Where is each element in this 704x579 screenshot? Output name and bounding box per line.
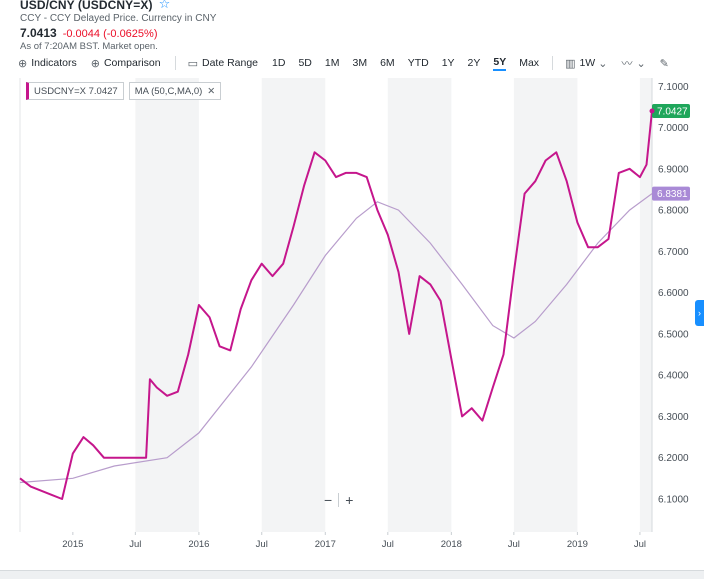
y-tick-label: 6.4000	[658, 371, 689, 382]
y-tick-label: 6.1000	[658, 494, 689, 505]
range-5y[interactable]: 5Y	[493, 56, 507, 71]
range-ytd[interactable]: YTD	[407, 57, 429, 69]
y-tick-label: 6.3000	[658, 412, 689, 423]
y-tick-label: 6.2000	[658, 453, 689, 464]
x-tick-label: 2017	[315, 539, 336, 550]
chart-band	[639, 78, 652, 532]
watchlist-star-icon[interactable]: ☆	[158, 0, 171, 11]
interval-dropdown[interactable]: ▥ 1W ⌄	[565, 57, 607, 70]
quote-header: USD/CNY (USDCNY=X) ☆ CCY - CCY Delayed P…	[20, 0, 690, 53]
y-tick-label: 6.8000	[658, 206, 689, 217]
ma-series-line	[19, 193, 653, 484]
price-change: -0.0044 (-0.0625%)	[62, 28, 158, 40]
y-tick-label: 6.5000	[658, 329, 689, 340]
chart-toolbar: ⊕ Indicators ⊕ Comparison ▭ Date Range 1…	[18, 54, 698, 72]
chart-type-dropdown[interactable]: 〰 ⌄	[621, 55, 645, 71]
x-tick-label: 2015	[62, 539, 83, 550]
current-price: 7.0413	[20, 26, 57, 40]
last-ma-tag-bg	[652, 186, 690, 201]
y-tick-label: 7.0000	[658, 123, 689, 134]
plus-circle-icon: ⊕	[90, 57, 100, 70]
date-range-label: Date Range	[201, 57, 259, 69]
x-tick-label: Jul	[256, 539, 268, 550]
line-chart-icon: 〰	[621, 58, 633, 70]
legend-main-series[interactable]: USDCNY=X 7.0427	[26, 82, 124, 100]
chart-band	[135, 78, 199, 532]
plus-circle-icon: ⊕	[18, 57, 28, 70]
quote-subtitle: CCY - CCY Delayed Price. Currency in CNY	[20, 13, 217, 24]
x-tick-label: Jul	[508, 539, 520, 550]
range-5d[interactable]: 5D	[298, 57, 312, 69]
zoom-divider	[338, 493, 340, 507]
range-1d[interactable]: 1D	[272, 57, 286, 69]
toolbar-divider	[552, 56, 554, 70]
zoom-controls: − +	[318, 492, 359, 508]
price-series-line	[19, 110, 653, 500]
indicators-button[interactable]: ⊕ Indicators	[18, 57, 77, 70]
legend-main-label: USDCNY=X 7.0427	[34, 85, 118, 97]
chart-legend: USDCNY=X 7.0427 MA (50,C,MA,0) ✕	[26, 82, 226, 100]
x-tick-label: 2016	[188, 539, 209, 550]
x-tick-label: 2018	[441, 539, 462, 550]
chevron-down-icon: ⌄	[598, 57, 608, 70]
y-tick-label: 6.7000	[658, 247, 689, 258]
last-price-tag-bg	[652, 104, 690, 119]
indicators-label: Indicators	[31, 57, 77, 69]
range-max[interactable]: Max	[519, 57, 540, 69]
y-tick-label: 6.9000	[658, 164, 689, 175]
range-6m[interactable]: 6M	[380, 57, 395, 69]
legend-ma-label: MA (50,C,MA,0)	[134, 85, 203, 97]
range-1y[interactable]: 1Y	[441, 57, 455, 69]
chevron-right-icon[interactable]: ›	[695, 300, 704, 326]
chart-band	[513, 78, 578, 532]
page-title: USD/CNY (USDCNY=X)	[20, 0, 153, 12]
range-1m[interactable]: 1M	[324, 57, 340, 69]
comparison-label: Comparison	[103, 57, 161, 69]
pencil-icon: ✎	[659, 57, 669, 70]
bottom-bar	[0, 570, 704, 579]
y-tick-label: 7.1000	[658, 82, 689, 93]
range-3m[interactable]: 3M	[352, 57, 368, 69]
last-price-dot	[649, 108, 655, 114]
legend-ma-series[interactable]: MA (50,C,MA,0) ✕	[128, 82, 222, 100]
draw-button[interactable]: ✎	[660, 57, 673, 70]
range-2y[interactable]: 2Y	[467, 57, 481, 69]
zoom-in-button[interactable]: +	[345, 492, 354, 508]
comparison-button[interactable]: ⊕ Comparison	[91, 57, 161, 70]
chevron-down-icon: ⌄	[636, 57, 646, 70]
x-tick-label: Jul	[382, 539, 394, 550]
y-tick-label: 6.6000	[658, 288, 689, 299]
price-chart[interactable]: 6.1000 6.2000 6.3000 6.4000 6.5000 6.6000 6.70…	[0, 72, 704, 550]
toolbar-divider	[174, 56, 176, 70]
interval-label: 1W	[579, 57, 596, 69]
candle-chart-icon: ▥	[565, 57, 576, 70]
close-icon[interactable]: ✕	[207, 85, 216, 97]
last-ma-tag: 6.8381	[657, 189, 688, 200]
last-price-tag: 7.0427	[657, 107, 688, 118]
x-tick-label: Jul	[634, 539, 646, 550]
date-range-button[interactable]: ▭ Date Range	[188, 57, 258, 70]
market-status: As of 7:20AM BST. Market open.	[20, 41, 158, 52]
x-tick-label: Jul	[129, 539, 141, 550]
calendar-icon: ▭	[187, 57, 198, 70]
x-tick-label: 2019	[567, 539, 588, 550]
zoom-out-button[interactable]: −	[324, 492, 333, 508]
